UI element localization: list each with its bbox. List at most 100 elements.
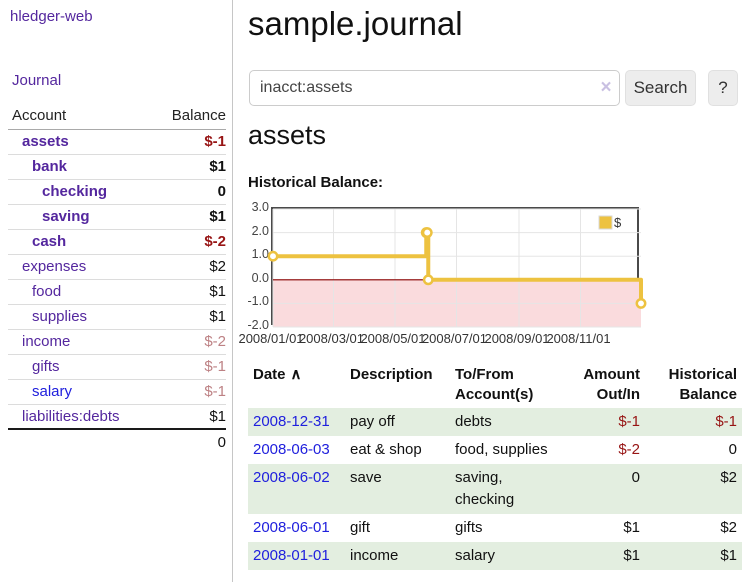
account-link[interactable]: liabilities:debts (22, 408, 120, 425)
transaction-date-link[interactable]: 2008-06-01 (253, 519, 330, 536)
account-row: bank $1 (8, 155, 226, 180)
register-row: 2008-06-01 gift gifts $1 $2 (248, 514, 742, 542)
transaction-accounts: saving, checking (455, 469, 515, 508)
transaction-date-link[interactable]: 2008-06-03 (253, 441, 330, 458)
nav-journal-link[interactable]: Journal (12, 72, 62, 89)
accounts-header-account: Account (12, 107, 67, 124)
x-tick-label: 2008/11/01 (546, 331, 611, 346)
transaction-description: eat & shop (350, 441, 422, 458)
account-row: checking 0 (8, 180, 226, 205)
sidebar: hledger-web Journal Account Balance asse… (0, 0, 233, 582)
account-row: supplies $1 (8, 305, 226, 330)
page-title: sample.journal (248, 5, 463, 42)
register-column-header: To/From Account(s) (455, 366, 534, 403)
accounts-total-row: 0 (8, 430, 226, 455)
legend-label: $ (614, 215, 622, 230)
transaction-date-link[interactable]: 2008-01-01 (253, 547, 330, 564)
transaction-description: gift (350, 519, 371, 536)
x-tick-label: 2008/01/01 (238, 331, 304, 346)
transaction-balance: $2 (720, 519, 737, 536)
transaction-balance: $2 (720, 469, 737, 486)
account-balance: $1 (209, 408, 226, 425)
account-balance: $1 (209, 308, 226, 325)
brand-link[interactable]: hledger-web (10, 8, 93, 25)
transaction-accounts: debts (455, 413, 492, 430)
data-point-marker (422, 274, 434, 286)
y-tick-label: 2.0 (251, 223, 269, 238)
account-balance: $1 (209, 208, 226, 225)
account-balance: $-1 (204, 358, 226, 375)
data-point-marker (421, 227, 433, 239)
transaction-amount: $1 (623, 519, 640, 536)
sort-asc-icon: ∧ (290, 366, 302, 383)
x-tick-label: 2008/05/01 (360, 331, 426, 346)
balance-chart: 3.0 2.0 1.0 0.0 -1.0 -2.0 $ 2008/01/01 2008/03… (238, 200, 675, 357)
account-row: food $1 (8, 280, 226, 305)
account-link[interactable]: cash (32, 233, 67, 250)
transaction-amount: $1 (623, 547, 640, 564)
account-link[interactable]: saving (42, 208, 90, 225)
account-row: expenses $2 (8, 255, 226, 280)
transaction-accounts: salary (455, 547, 496, 564)
register-column-header[interactable]: Date ∧ (253, 366, 302, 383)
transaction-balance: $1 (720, 547, 737, 564)
account-link[interactable]: supplies (32, 308, 88, 325)
transaction-amount: $-2 (618, 441, 640, 458)
y-tick-label: -1.0 (247, 294, 269, 309)
transaction-date-link[interactable]: 2008-06-02 (253, 469, 330, 486)
main-content: sample.journal × Search ? assets Histori… (238, 0, 742, 570)
account-balance: 0 (217, 183, 226, 200)
account-row: saving $1 (8, 205, 226, 230)
y-tick-label: 3.0 (251, 200, 269, 214)
account-link[interactable]: gifts (32, 358, 60, 375)
account-balance: $-2 (204, 333, 226, 350)
account-link[interactable]: income (22, 333, 71, 350)
data-point-marker (635, 297, 647, 309)
chart-title-label: Historical Balance: (248, 174, 384, 191)
search-button[interactable]: Search (625, 70, 696, 106)
account-link[interactable]: checking (42, 183, 108, 200)
search-form: × Search ? (248, 70, 742, 106)
account-row: income $-2 (8, 330, 226, 355)
account-balance: $-1 (204, 133, 226, 150)
search-clear-icon[interactable]: × (600, 77, 612, 98)
transaction-description: income (350, 547, 399, 564)
chart-plot-area: $ (267, 207, 647, 328)
register-column-header: Description (350, 366, 433, 383)
transaction-amount: $-1 (618, 413, 640, 430)
transaction-accounts: food, supplies (455, 441, 548, 458)
account-row: liabilities:debts $1 (8, 405, 226, 430)
accounts-header-balance: Balance (171, 107, 226, 124)
transaction-accounts: gifts (455, 519, 483, 536)
help-button[interactable]: ? (708, 70, 738, 106)
account-link[interactable]: salary (32, 383, 73, 400)
account-balance: $-2 (204, 233, 226, 250)
x-tick-label: 2008/09/01 (484, 331, 550, 346)
transaction-date-link[interactable]: 2008-12-31 (253, 413, 330, 430)
account-link[interactable]: expenses (22, 258, 87, 275)
transaction-description: save (350, 469, 382, 486)
y-tick-label: 0.0 (251, 270, 269, 285)
register-row: 2008-06-03 eat & shop food, supplies $-2 0 (248, 436, 742, 464)
register-table: Date ∧ Description To/From Account(s) Amount… (248, 362, 742, 570)
x-tick-label: 2008/03/01 (298, 331, 365, 346)
accounts-total-value: 0 (217, 434, 226, 451)
legend-swatch (598, 215, 613, 230)
account-row: cash $-2 (8, 230, 226, 255)
search-input[interactable] (249, 70, 620, 106)
register-header-row: Date ∧ Description To/From Account(s) Amount… (248, 362, 742, 408)
data-point-marker (267, 250, 279, 262)
account-link[interactable]: food (32, 283, 62, 300)
account-link[interactable]: bank (32, 158, 68, 175)
y-tick-label: 1.0 (251, 247, 269, 262)
account-balance: $1 (209, 158, 226, 175)
y-tick-label: -2.0 (247, 318, 269, 332)
transaction-balance: 0 (728, 441, 737, 458)
account-balance: $1 (209, 283, 226, 300)
chart-y-axis: 3.0 2.0 1.0 0.0 -1.0 -2.0 (245, 200, 269, 332)
chart-x-axis: 2008/01/01 2008/03/01 2008/05/01 2008/07/01… (238, 331, 639, 347)
register-column-header: Amount Out/In (583, 366, 640, 403)
account-link[interactable]: assets (22, 133, 69, 150)
register-row: 2008-06-02 save saving, checking 0 $2 (248, 464, 742, 514)
x-tick-label: 2008/07/01 (421, 331, 488, 346)
